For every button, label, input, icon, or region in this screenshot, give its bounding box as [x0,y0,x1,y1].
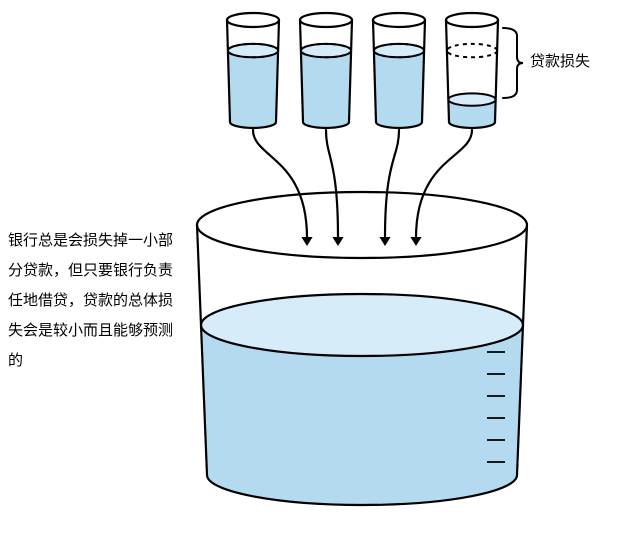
flow-arrow-head [410,237,421,246]
flow-arrow [326,130,338,238]
flow-arrow [253,130,307,238]
cup-water [374,51,424,128]
flow-arrow [385,130,399,238]
flow-arrow-head [301,237,312,246]
cup-water [228,51,278,128]
cup-rim [446,13,498,27]
cup-water [301,51,351,128]
explanation-text: 银行总是会损失掉一小部分贷款，但只要银行负责任地借贷，贷款的总体损失会是较小而且… [8,226,183,376]
diagram-stage: 银行总是会损失掉一小部分贷款，但只要银行负责任地借贷，贷款的总体损失会是较小而且… [0,0,626,538]
pool-rim [197,192,527,258]
flow-arrow [416,130,472,238]
cup-water-surface [448,93,495,105]
cup-rim [227,13,279,27]
pool-water-surface [201,294,523,356]
flow-arrow-head [379,237,390,246]
flow-arrow-head [332,237,343,246]
cup-rim [373,13,425,27]
loss-label: 贷款损失 [530,50,590,71]
cup-rim [300,13,352,27]
loss-bracket [503,28,523,98]
cup-dashed-level [447,44,497,57]
